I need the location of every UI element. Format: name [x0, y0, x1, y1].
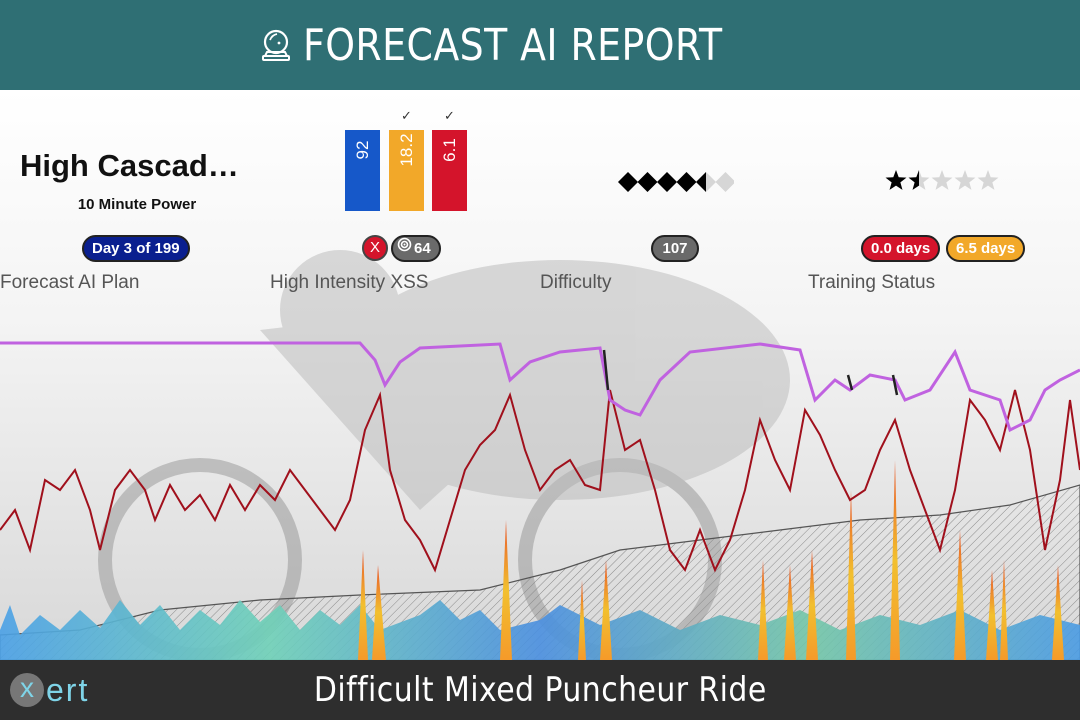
report-header: FORECAST AI REPORT	[0, 0, 1080, 90]
plan-day-badge: Day 3 of 199	[82, 235, 190, 262]
xert-logo-text: ert	[46, 671, 90, 708]
difficulty-badge: 107	[651, 235, 699, 262]
xss-x-badge: X	[362, 235, 388, 261]
star-filled-icon	[908, 170, 919, 190]
xss-bar-high: 18.2	[389, 130, 424, 211]
training-status-label: Training Status	[808, 272, 936, 293]
crystal-ball-icon	[259, 27, 293, 63]
training-status-red-badge: 0.0 days	[861, 235, 941, 262]
difficulty-diamond-filled	[657, 172, 677, 192]
ride-chart-background	[0, 250, 1080, 660]
ride-caption: Difficult Mixed Puncheur Ride	[313, 670, 767, 710]
difficulty-diamond-empty	[715, 172, 734, 192]
check-icon: ✓	[401, 108, 412, 123]
xss-bar-low-value: 92	[352, 140, 372, 160]
xss-target-badge: 64	[391, 235, 441, 262]
plan-subtitle: 10 Minute Power	[77, 196, 197, 213]
difficulty-label: Difficulty	[540, 272, 612, 293]
xert-logo: x ert	[10, 672, 89, 708]
difficulty-diamond-filled	[676, 172, 697, 192]
difficulty-rating	[618, 172, 734, 192]
target-icon	[397, 236, 412, 259]
xss-bar-low: 92	[345, 130, 380, 211]
page-title: FORECAST AI REPORT	[303, 19, 723, 71]
plan-label: Forecast AI Plan	[0, 272, 140, 293]
xss-bar-peak-value: 6.1	[439, 138, 459, 162]
difficulty-diamond-filled	[618, 172, 638, 192]
plan-name: High Cascad…	[20, 148, 239, 183]
star-empty-icon	[931, 170, 953, 190]
xss-label: High Intensity XSS	[270, 272, 429, 293]
training-status-orange-badge: 6.5 days	[946, 235, 1026, 262]
star-filled-icon	[885, 170, 907, 190]
xss-target-value: 64	[414, 240, 431, 257]
report-footer: x ert Difficult Mixed Puncheur Ride	[0, 660, 1080, 720]
difficulty-diamond-filled	[696, 172, 706, 192]
star-empty-icon	[977, 170, 999, 190]
report-body: High Cascad… 10 Minute Power Day 3 of 19…	[0, 90, 1080, 660]
training-status-stars	[885, 170, 999, 190]
xert-logo-mark: x	[10, 673, 44, 707]
difficulty-diamond-filled	[637, 172, 658, 192]
xss-bar-peak: 6.1	[432, 130, 467, 211]
xss-bar-high-value: 18.2	[396, 133, 416, 167]
star-empty-icon	[954, 170, 976, 190]
check-icon: ✓	[444, 108, 455, 123]
